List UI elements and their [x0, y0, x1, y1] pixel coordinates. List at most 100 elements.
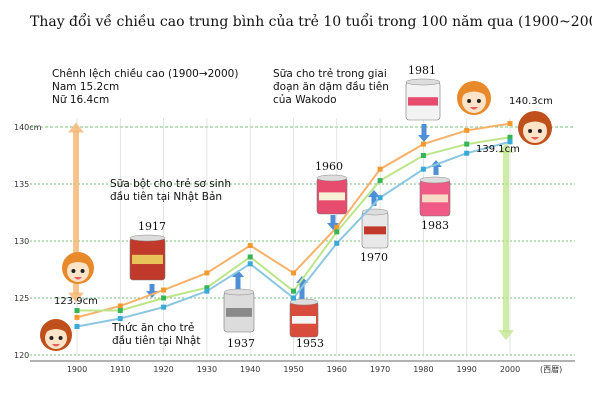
boy-face-icon-end-bangs [521, 117, 549, 127]
girl-face-icon-start-eye-right [80, 269, 85, 273]
boy-face-icon-end [518, 111, 552, 145]
label-layer: 120 125 130 135 140cm 1900 1910 1920 1930 1940 195… [14, 123, 562, 374]
series-lower-point-1980 [420, 166, 426, 172]
series-middle-point-2000 [507, 134, 513, 140]
difference-box: Chênh lệch chiều cao (1900→2000) Nam 15.… [52, 68, 238, 107]
series-lower-point-2000 [507, 139, 513, 145]
girls-difference-arrow-head-top [68, 122, 84, 133]
x-tick-label-2000: 2000 [500, 365, 520, 374]
series-middle-point-1990 [464, 141, 470, 147]
series-upper-point-1940 [247, 243, 253, 249]
x-tick-label-1980: 1980 [413, 365, 433, 374]
product-1937-can-band [226, 308, 252, 317]
x-tick-label-1930: 1930 [197, 365, 217, 374]
series-upper-point-1950 [291, 270, 296, 276]
year-label-1981: 1981 [408, 64, 436, 77]
milk-annotation: Sữa bột cho trẻ sơ sinh đầu tiên tại Nhậ… [110, 178, 231, 204]
arrow-1970 [368, 190, 380, 206]
product-1970-can-band [364, 226, 386, 235]
arrow-1917-shaft [149, 284, 155, 292]
product-1960-can [316, 174, 348, 215]
series-middle-point-1980 [420, 153, 426, 158]
product-1917-can-lid [129, 234, 166, 242]
boy-face-icon-start-mouth [52, 344, 60, 347]
arrow-1960-shaft [330, 215, 336, 224]
arrow-1981 [418, 124, 430, 142]
girl-face-icon-start-bangs [65, 258, 91, 267]
series-middle-point-1910 [117, 308, 123, 314]
x-tick-label-1960: 1960 [327, 365, 347, 374]
product-1960-can-band [319, 192, 345, 201]
series-lower-point-1920 [161, 304, 167, 310]
series-lower-point-1900 [74, 324, 80, 329]
boys-difference-arrow-head-top [498, 142, 514, 153]
girl-face-icon-end-mouth [470, 107, 478, 110]
boy-face-icon-end-eye-left [528, 129, 533, 133]
arrow-1960 [327, 215, 339, 230]
girls-difference-arrow [68, 122, 84, 303]
series-middle-point-1940 [247, 254, 253, 260]
series-lower-point-1950 [291, 295, 296, 301]
year-label-1937: 1937 [227, 337, 255, 350]
girl-face-icon-start-mouth [74, 277, 82, 280]
girls-difference-arrow-shaft [73, 130, 79, 295]
series-upper-point-1990 [464, 127, 470, 133]
girl-face-icon-end [457, 81, 491, 115]
series-upper-point-1900 [74, 314, 80, 320]
product-1970-can [361, 208, 389, 249]
girl-face-icon-end-eye-right [476, 99, 481, 103]
arrow-1937-head [232, 270, 244, 277]
series-lower-point-1970 [377, 195, 383, 201]
boy-face-icon-end-mouth [531, 137, 539, 140]
boys-difference-arrow-head-bottom [498, 330, 514, 341]
arrow-1970-head [368, 190, 380, 197]
x-tick-label-1920: 1920 [153, 365, 173, 374]
girl-face-icon-end-eye-left [467, 99, 472, 103]
series-upper-point-1960 [334, 224, 340, 230]
y-tick-label-135: 135 [14, 180, 29, 189]
boy-face-icon-end-eye-right [537, 129, 542, 133]
boy-face-icon-start-eye-left [49, 336, 54, 340]
decoration-layer [40, 78, 552, 351]
series-middle-point-1920 [161, 295, 167, 301]
product-1917-can [129, 234, 166, 281]
arrow-1953-shaft [299, 282, 305, 300]
series-upper-point-1970 [377, 166, 383, 172]
series-upper-point-1910 [117, 303, 123, 309]
series-middle-point-1950 [291, 288, 296, 294]
series-middle-point-1960 [334, 229, 340, 235]
year-label-1970: 1970 [360, 251, 388, 264]
x-tick-label-1990: 1990 [457, 365, 477, 374]
boy-face-icon-start [40, 319, 72, 351]
product-1981-can-band [408, 97, 438, 106]
chart-title: Thay đổi về chiều cao trung bình của trẻ… [30, 14, 592, 30]
product-1981-can [405, 78, 441, 121]
arrow-1981-shaft [421, 124, 427, 136]
x-tick-label-1970: 1970 [370, 365, 390, 374]
boy-face-icon-start-bangs [43, 325, 69, 334]
series-lower-point-1960 [334, 240, 340, 246]
arrow-1981-head [418, 135, 430, 142]
y-tick-label-120: 120 [14, 351, 29, 360]
difference-boys: Nam 15.2cm [52, 81, 120, 94]
x-tick-label-1900: 1900 [67, 365, 87, 374]
wakodo-line-2: đoạn ăn dặm đầu tiên [273, 81, 389, 94]
product-1953-can-lid [289, 298, 319, 306]
product-1937-can-lid [223, 288, 255, 296]
food-annotation: Thức ăn cho trẻ đầu tiên tại Nhật [112, 322, 200, 348]
boys-difference-arrow [498, 142, 514, 341]
start-value-label: 123.9cm [54, 296, 98, 307]
product-1981-can-lid [405, 78, 441, 86]
difference-heading: Chênh lệch chiều cao (1900→2000) [52, 68, 239, 80]
boys-difference-arrow-shaft [503, 150, 509, 333]
arrow-1970-shaft [371, 196, 377, 206]
x-tick-label-1950: 1950 [283, 365, 303, 374]
boy-face-icon-start-skin [45, 327, 67, 349]
wakodo-annotation: Sữa cho trẻ trong giai đoạn ăn dặm đầu t… [273, 68, 389, 107]
boy-face-icon-end-skin [523, 119, 547, 143]
girls-difference-arrow-head-bottom [68, 292, 84, 303]
girl-face-icon-start-eye-left [71, 269, 76, 273]
series-layer [74, 121, 513, 329]
wakodo-line-1: Sữa cho trẻ trong giai [273, 68, 387, 80]
